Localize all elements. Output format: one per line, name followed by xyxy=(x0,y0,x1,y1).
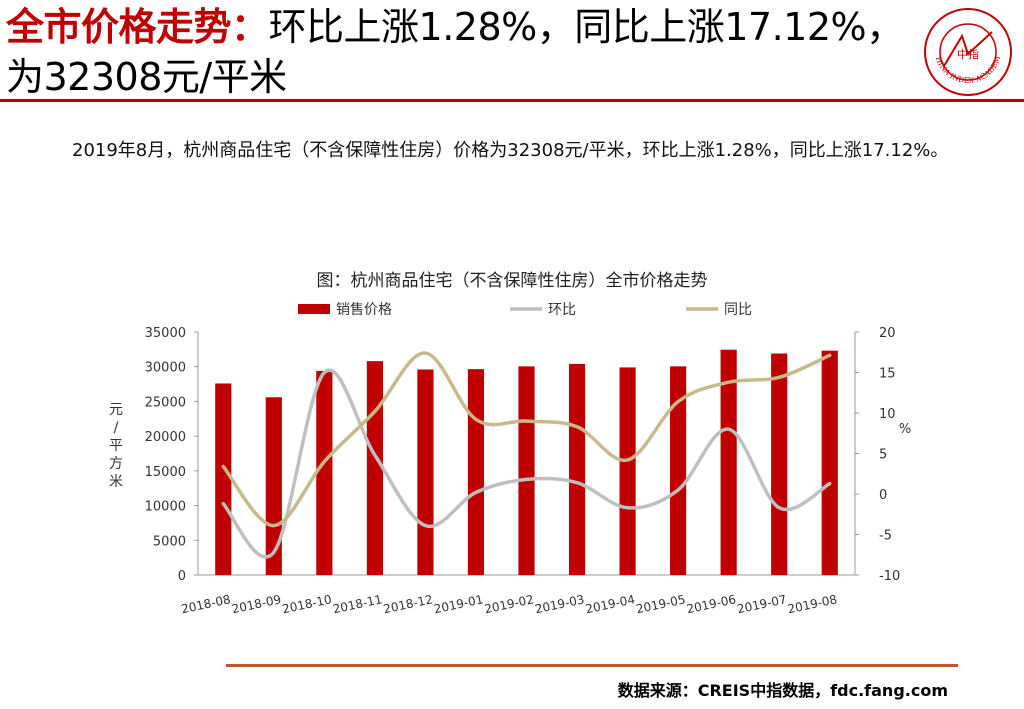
x-tick-label: 2019-03 xyxy=(534,592,586,616)
legend-swatch-price xyxy=(298,304,330,314)
left-axis-label: 元/平方米 xyxy=(109,402,123,490)
page-title-highlight: 全市价格走势： xyxy=(6,5,269,49)
svg-text:CHINA INDEX ACADEMY: CHINA INDEX ACADEMY xyxy=(922,6,1002,85)
page-title-rest: 环比上涨1.28%，同比上涨17.12%，为32308元/平米 xyxy=(6,5,904,99)
legend-label: 销售价格 xyxy=(336,302,392,318)
right-tick-label: -10 xyxy=(879,569,900,584)
right-tick-label: 10 xyxy=(879,407,896,422)
x-tick-label: 2019-05 xyxy=(635,592,687,616)
bar-price-2018-11 xyxy=(366,361,383,575)
right-tick-label: -5 xyxy=(879,529,892,544)
title-divider xyxy=(0,99,1024,102)
left-tick-label: 0 xyxy=(178,569,186,584)
bar-price-2018-10 xyxy=(316,370,333,575)
china-index-academy-logo: 中指 CHINA INDEX ACADEMY xyxy=(922,6,1012,96)
price-trend-chart: 0 5000 10000 15000 20000 25000 30000 35000 -10 -5… xyxy=(109,302,911,616)
bar-price-2019-04 xyxy=(619,367,636,575)
bar-price-2019-01 xyxy=(467,369,485,575)
source-divider xyxy=(226,664,958,667)
right-axis-label: % xyxy=(899,422,911,437)
bar-price-2019-05 xyxy=(670,366,687,575)
summary-paragraph: 2019年8月，杭州商品住宅（不含保障性住房）价格为32308元/平米，环比上涨… xyxy=(72,140,949,161)
bar-price-2019-02 xyxy=(518,366,535,575)
left-tick-label: 5000 xyxy=(153,534,186,549)
right-tick-label: 0 xyxy=(879,488,887,503)
legend-label: 同比 xyxy=(724,302,752,318)
bar-price-2019-07 xyxy=(771,353,788,575)
left-tick-label: 35000 xyxy=(145,326,186,341)
bar-price-2019-06 xyxy=(720,349,737,575)
line-yoy xyxy=(221,351,832,528)
chart-title: 图：杭州商品住宅（不含保障性住房）全市价格走势 xyxy=(316,271,708,291)
logo-center-text: 中指 xyxy=(957,47,979,61)
x-tick-label: 2018-10 xyxy=(281,592,333,616)
x-tick-label: 2019-06 xyxy=(685,592,737,616)
bar-price-2018-12 xyxy=(417,369,434,575)
x-tick-label: 2019-01 xyxy=(433,592,485,616)
x-tick-label: 2018-11 xyxy=(332,592,384,616)
x-tick-label: 2018-12 xyxy=(382,592,434,616)
legend-label: 环比 xyxy=(548,302,576,318)
page-title: 全市价格走势：环比上涨1.28%，同比上涨17.12%，为32308元/平米 xyxy=(6,2,906,102)
x-tick-label: 2019-04 xyxy=(584,592,636,616)
bar-price-2018-09 xyxy=(265,397,282,575)
logo-outer-text: CHINA INDEX ACADEMY xyxy=(922,6,1002,85)
data-source: 数据来源：CREIS中指数据，fdc.fang.com xyxy=(617,681,948,700)
x-tick-label: 2018-08 xyxy=(180,592,232,616)
right-tick-label: 5 xyxy=(879,448,887,463)
left-tick-label: 10000 xyxy=(145,500,186,515)
bar-price-2018-08 xyxy=(215,383,232,575)
x-tick-label: 2019-08 xyxy=(786,592,838,616)
line-mom xyxy=(221,368,832,559)
left-tick-label: 25000 xyxy=(145,395,186,410)
left-tick-label: 15000 xyxy=(145,465,186,480)
left-tick-label: 20000 xyxy=(145,430,186,445)
x-tick-label: 2018-09 xyxy=(230,592,282,616)
bar-price-2019-03 xyxy=(568,363,586,575)
bar-price-2019-08 xyxy=(821,350,838,575)
x-tick-label: 2019-02 xyxy=(483,592,535,616)
left-tick-label: 30000 xyxy=(145,361,186,376)
right-tick-label: 20 xyxy=(879,326,896,341)
x-tick-label: 2019-07 xyxy=(736,592,788,616)
right-tick-label: 15 xyxy=(879,367,896,382)
